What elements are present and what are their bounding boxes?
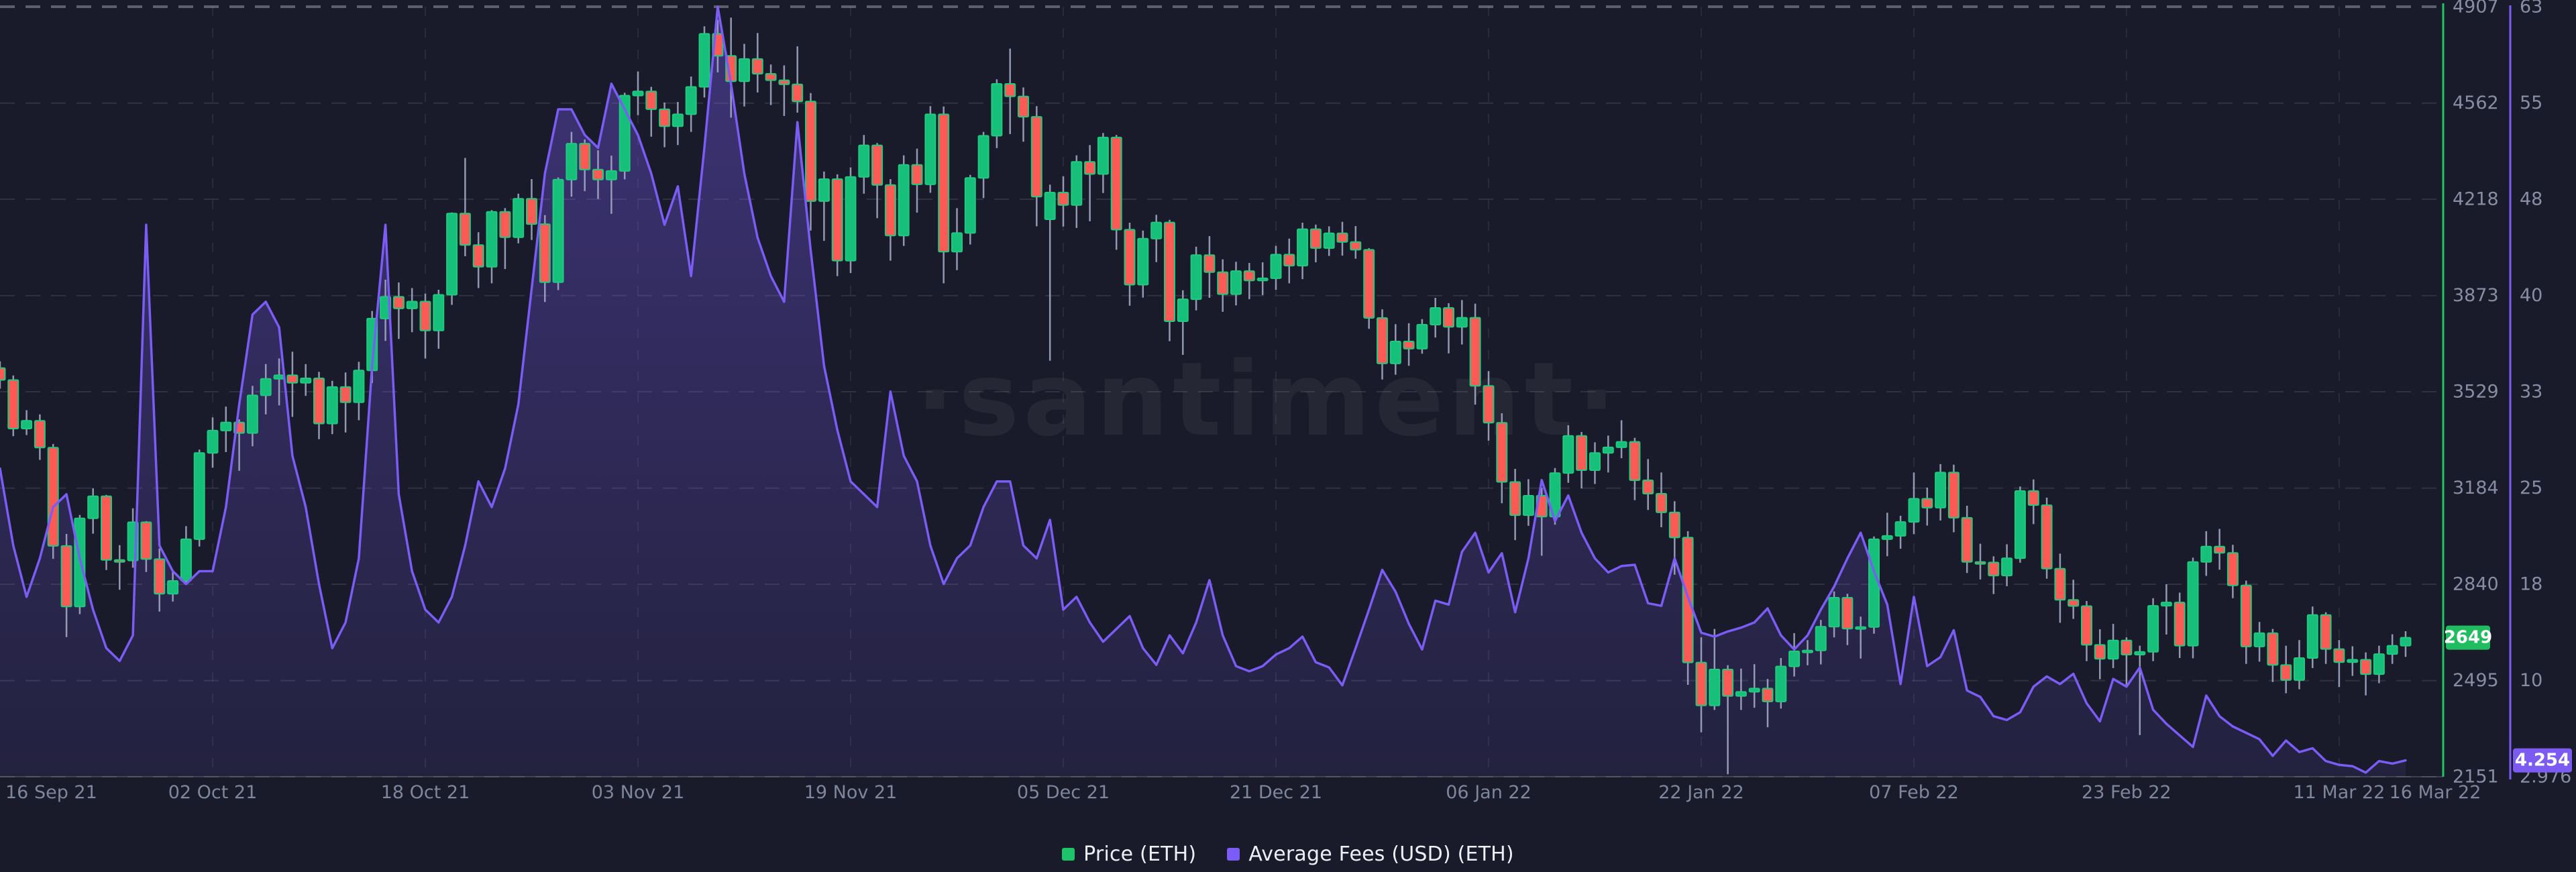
svg-text:55: 55: [2520, 93, 2542, 113]
svg-text:22 Jan 22: 22 Jan 22: [1658, 782, 1744, 803]
legend-label-fees: Average Fees (USD) (ETH): [1248, 842, 1514, 866]
legend-item-price[interactable]: Price (ETH): [1062, 842, 1196, 866]
svg-text:02 Oct 21: 02 Oct 21: [168, 782, 258, 803]
svg-text:07 Feb 22: 07 Feb 22: [1869, 782, 1959, 803]
legend-item-fees[interactable]: Average Fees (USD) (ETH): [1227, 842, 1514, 866]
svg-text:48: 48: [2520, 189, 2542, 210]
svg-text:2495: 2495: [2453, 670, 2499, 691]
svg-text:33: 33: [2520, 382, 2542, 402]
svg-text:2649: 2649: [2444, 628, 2492, 648]
svg-text:21 Dec 21: 21 Dec 21: [1230, 782, 1322, 803]
svg-text:05 Dec 21: 05 Dec 21: [1017, 782, 1110, 803]
svg-text:3184: 3184: [2453, 478, 2499, 498]
price-axis-labels: 4907 4562 4218 3873 3529 3184 2840 2495 2151: [2453, 0, 2499, 787]
svg-text:18 Oct 21: 18 Oct 21: [381, 782, 470, 803]
svg-text:40: 40: [2520, 285, 2542, 306]
svg-text:11 Mar 22: 11 Mar 22: [2293, 782, 2385, 803]
svg-text:25: 25: [2520, 478, 2542, 498]
svg-text:4.254: 4.254: [2515, 751, 2570, 771]
svg-text:10: 10: [2520, 670, 2542, 691]
svg-text:4218: 4218: [2453, 189, 2499, 210]
chart-legend: Price (ETH) Average Fees (USD) (ETH): [0, 836, 2576, 872]
svg-text:16 Sep 21: 16 Sep 21: [5, 782, 97, 803]
price-series-swatch-icon: [1062, 847, 1075, 861]
svg-text:63: 63: [2520, 0, 2542, 17]
candlestick-series: [0, 17, 2412, 775]
svg-text:2151: 2151: [2453, 767, 2499, 787]
santiment-watermark: ·santiment·: [916, 340, 1620, 459]
fee-current-badge: 4.254: [2513, 748, 2572, 773]
svg-text:4562: 4562: [2453, 93, 2499, 113]
svg-text:3873: 3873: [2453, 285, 2499, 306]
svg-text:19 Nov 21: 19 Nov 21: [804, 782, 898, 803]
svg-text:03 Nov 21: 03 Nov 21: [592, 782, 685, 803]
svg-text:18: 18: [2520, 574, 2542, 595]
svg-text:23 Feb 22: 23 Feb 22: [2082, 782, 2171, 803]
svg-text:3529: 3529: [2453, 382, 2499, 402]
x-axis-labels: 16 Sep 21 02 Oct 21 18 Oct 21 03 Nov 21 19 N…: [5, 782, 2481, 803]
svg-text:2840: 2840: [2453, 574, 2499, 595]
legend-label-price: Price (ETH): [1083, 842, 1197, 866]
fees-series-swatch-icon: [1227, 847, 1240, 861]
svg-text:06 Jan 22: 06 Jan 22: [1446, 782, 1532, 803]
fee-area-series: [0, 7, 2406, 777]
svg-text:16 Mar 22: 16 Mar 22: [2390, 782, 2481, 803]
fee-line: [0, 5, 2407, 774]
price-current-badge: 2649: [2444, 625, 2492, 650]
svg-text:4907: 4907: [2453, 0, 2499, 17]
